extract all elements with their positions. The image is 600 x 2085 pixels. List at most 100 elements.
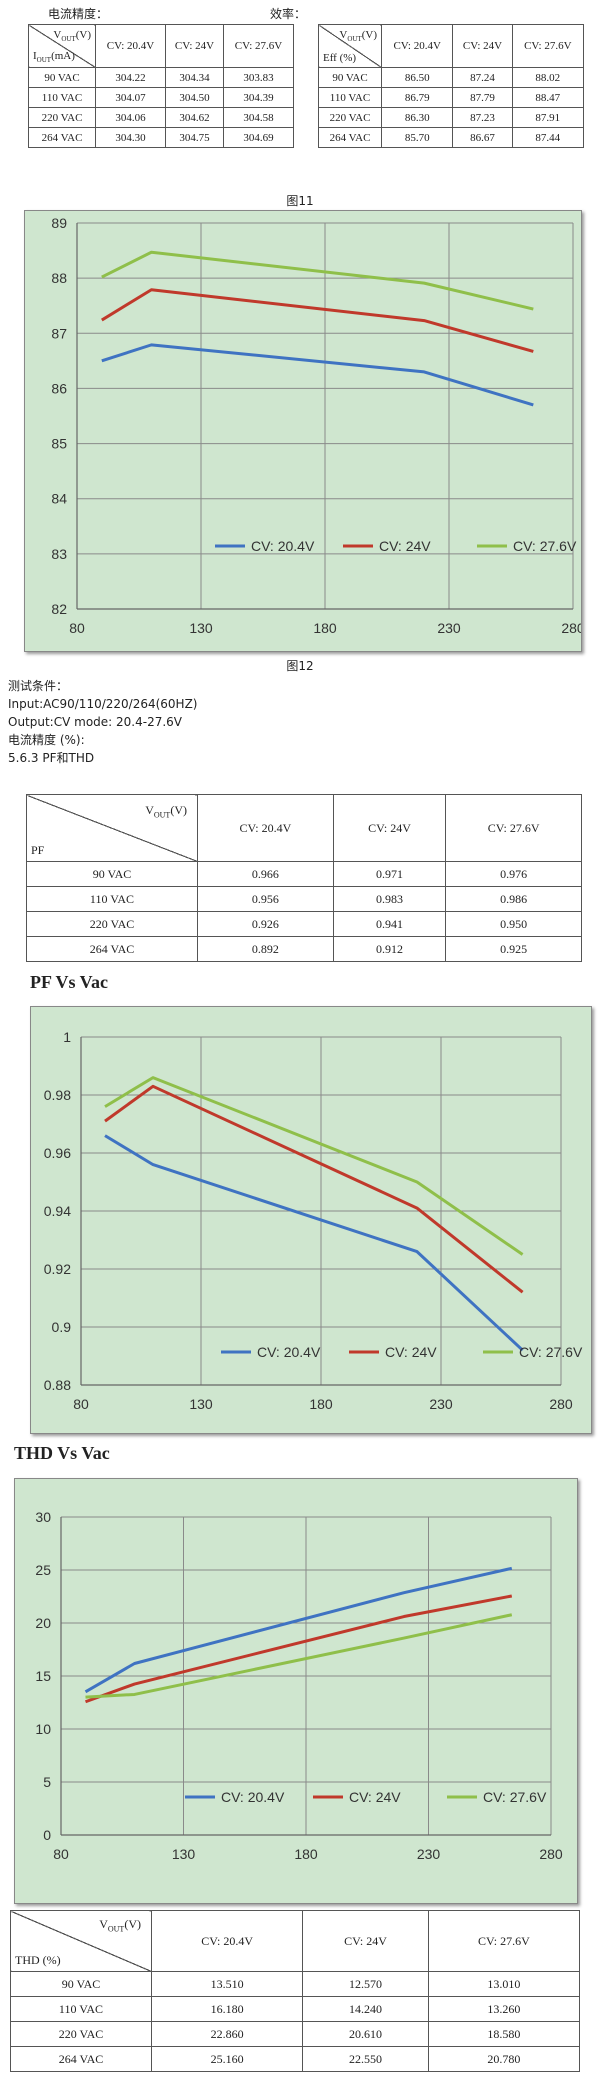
current-table-corner: VOUT(V) IOUT(mA) [28,24,96,68]
table-row: 110 VAC 304.07 304.50 304.39 [28,87,294,108]
x-tick-label: 180 [309,1396,333,1412]
x-tick-label: 280 [539,1846,563,1862]
series-line-1 [104,1134,524,1352]
pf-chart: 0.88 0.9 0.92 0.94 0.96 0.98 1 80 130 180 230 280 CV… [30,1006,592,1434]
x-tick-label: 230 [417,1846,441,1862]
series-line-1 [84,1566,513,1694]
header-cell: CV: 27.6V [511,24,585,68]
pf-heading: PF Vs Vac [30,972,109,992]
x-tick-label: 230 [437,620,461,636]
thd-table-corner: VOUT(V) THD (%) [10,1910,152,1972]
efficiency-table-corner: VOUT(V) Eff (%) [318,24,382,68]
table-row: 220 VAC 304.06 304.62 304.58 [28,107,294,128]
thd-heading: THD Vs Vac [14,1443,110,1463]
legend-label: CV: 20.4V [221,1789,285,1805]
pf-table: VOUT(V) PF CV: 20.4V CV: 24V CV: 27.6V 9… [26,794,582,962]
series-line-3 [101,250,534,311]
table-row: 264 VAC 0.892 0.912 0.925 [26,936,582,962]
header-cell: CV: 24V [302,1910,429,1972]
efficiency-label: 效率： [270,7,307,21]
x-tick-label: 180 [313,620,337,636]
y-tick-label: 30 [35,1509,51,1525]
efficiency-table: VOUT(V) Eff (%) CV: 20.4V CV: 24V CV: 27… [318,24,585,148]
y-tick-label: 25 [35,1562,51,1578]
table-row: 90 VAC 13.510 12.570 13.010 [10,1971,581,1997]
x-tick-label: 130 [189,1396,213,1412]
current-table: VOUT(V) IOUT(mA) CV: 20.4V CV: 24V CV: 2… [28,24,294,148]
y-tick-label: 0.92 [44,1261,71,1277]
y-tick-label: 86 [51,380,67,396]
legend-label: CV: 27.6V [483,1789,547,1805]
table-row: 110 VAC 16.180 14.240 13.260 [10,1996,581,2022]
header-cell: CV: 24V [164,24,225,68]
y-tick-label: 20 [35,1615,51,1631]
thd-table: VOUT(V) THD (%) CV: 20.4V CV: 24V CV: 27… [10,1910,581,2072]
y-tick-label: 0.88 [44,1377,71,1393]
y-tick-label: 89 [51,215,67,231]
table-row: 220 VAC 22.860 20.610 18.580 [10,2021,581,2047]
y-tick-label: 15 [35,1668,51,1684]
header-cell: CV: 27.6V [445,794,582,862]
legend-label: CV: 20.4V [257,1344,321,1360]
table-row: 90 VAC 0.966 0.971 0.976 [26,861,582,887]
section-title: 5.6.3 PF和THD [8,751,95,765]
x-tick-label: 230 [429,1396,453,1412]
table-row: 90 VAC 86.50 87.24 88.02 [318,67,585,88]
table-row: 220 VAC 0.926 0.941 0.950 [26,911,582,937]
x-tick-label: 80 [69,620,85,636]
y-tick-label: 1 [63,1029,71,1045]
table-row: 90 VAC 304.22 304.34 303.83 [28,67,294,88]
y-tick-label: 5 [43,1774,51,1790]
y-tick-label: 84 [51,491,67,507]
legend-label: CV: 24V [385,1344,437,1360]
header-cell: CV: 27.6V [427,1910,581,1972]
x-tick-label: 130 [172,1846,196,1862]
y-tick-label: 0.94 [44,1203,71,1219]
pf-table-corner: VOUT(V) PF [26,794,198,862]
legend-label: CV: 24V [349,1789,401,1805]
legend-label: CV: 20.4V [251,538,315,554]
x-tick-label: 280 [561,620,581,636]
x-tick-label: 280 [549,1396,573,1412]
header-cell: CV: 24V [332,794,447,862]
header-cell: CV: 24V [452,24,513,68]
series-line-2 [104,1084,524,1294]
x-tick-label: 180 [294,1846,318,1862]
table-row: 264 VAC 304.30 304.75 304.69 [28,127,294,148]
thd-chart-svg: 0 5 10 15 20 25 30 80 130 180 230 280 CV: 20.4V CV: 2… [35,1509,563,1862]
y-tick-label: 0.96 [44,1145,71,1161]
y-tick-label: 85 [51,436,67,452]
figure-caption-11: 图11 [286,194,314,208]
current-accuracy-label: 电流精度： [48,7,109,21]
header-cell: CV: 20.4V [95,24,166,68]
figure-caption-12: 图12 [286,659,314,673]
header-cell: CV: 20.4V [197,794,334,862]
test-accuracy: 电流精度 (%): [8,733,85,747]
table-row: 264 VAC 85.70 86.67 87.44 [318,127,585,148]
x-tick-label: 130 [189,620,213,636]
header-cell: CV: 27.6V [223,24,294,68]
y-tick-label: 82 [51,601,67,617]
x-tick-label: 80 [73,1396,89,1412]
test-input: Input:AC90/110/220/264(60HZ) [8,697,198,711]
y-tick-label: 10 [35,1721,51,1737]
header-cell: CV: 20.4V [150,1910,304,1972]
series-line-2 [84,1594,513,1704]
legend-label: CV: 24V [379,538,431,554]
test-conditions: 测试条件： Input:AC90/110/220/264(60HZ) Outpu… [8,677,197,767]
test-output: Output:CV mode: 20.4-27.6V [8,715,182,729]
series-line-3 [104,1076,524,1256]
y-tick-label: 87 [51,325,67,341]
table-row: 264 VAC 25.160 22.550 20.780 [10,2046,581,2072]
y-tick-label: 0.98 [44,1087,71,1103]
header-cell: CV: 20.4V [380,24,454,68]
thd-chart: 0 5 10 15 20 25 30 80 130 180 230 280 CV: 20.4V CV: 2… [14,1478,578,1904]
legend-label: CV: 27.6V [519,1344,583,1360]
series-line-2 [101,288,534,353]
series-line-1 [101,343,534,407]
table-row: 110 VAC 86.79 87.79 88.47 [318,87,585,108]
y-tick-label: 0.9 [52,1319,72,1335]
efficiency-chart: 82 83 84 85 86 87 88 89 80 130 180 230 280 CV: 20.4V C… [24,210,582,652]
x-tick-label: 80 [53,1846,69,1862]
